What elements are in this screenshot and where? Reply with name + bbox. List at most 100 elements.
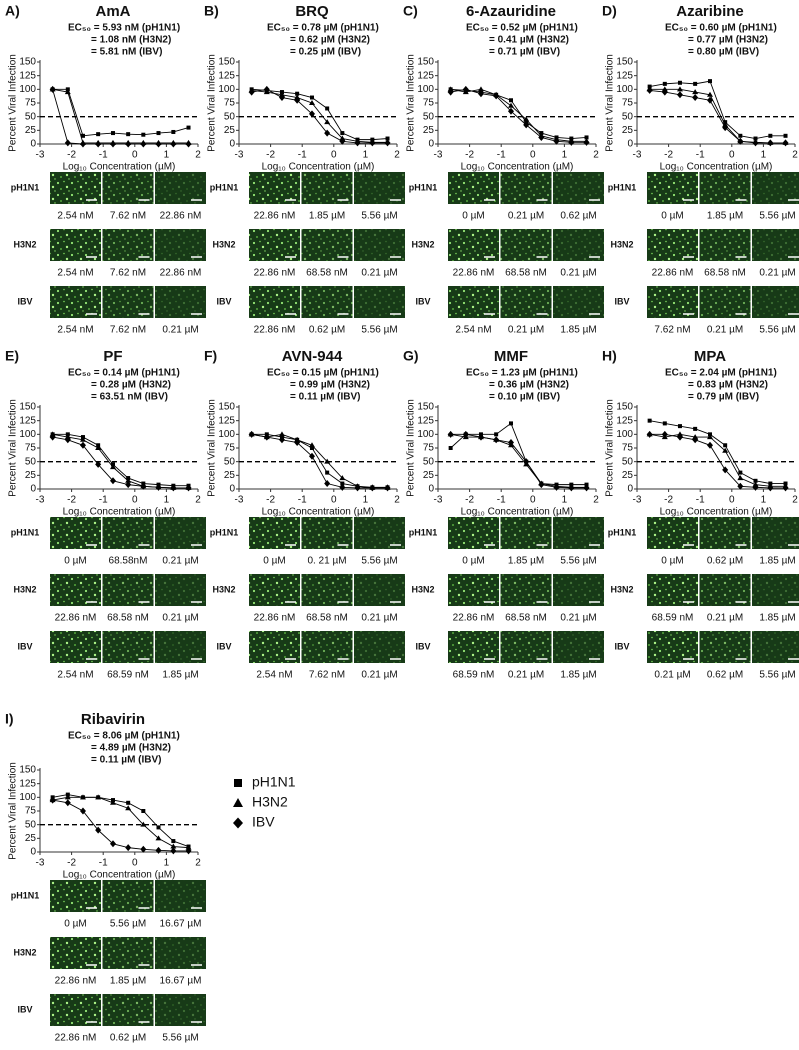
x-tick-label: 0 (729, 495, 735, 506)
micrograph-signal (155, 574, 206, 606)
image-caption: 5.56 µM (361, 556, 397, 567)
ec50-annotation: = 0.41 µM (H3N2) (489, 35, 569, 46)
image-caption: 1.85 µM (309, 211, 345, 222)
micrograph-signal (50, 286, 101, 318)
data-point (538, 481, 545, 489)
micrograph-signal (249, 517, 300, 549)
data-point (738, 470, 743, 475)
row-label: IBV (415, 296, 430, 306)
micrograph-signal (500, 172, 552, 204)
data-point (722, 124, 729, 132)
x-tick-label: 1 (164, 150, 170, 161)
micrograph-signal (50, 937, 101, 969)
y-tick-label: 50 (25, 819, 37, 830)
data-point (96, 132, 101, 137)
micrograph-signal (448, 574, 499, 606)
y-tick-label: 0 (428, 484, 434, 495)
image-caption: 1.85 µM (759, 613, 795, 624)
image-caption: 0.21 µM (560, 613, 596, 624)
data-point (185, 847, 192, 855)
ec50-annotation: = 0.71 µM (IBV) (489, 47, 560, 58)
y-tick-label: 25 (224, 470, 236, 481)
ec50-annotation: EC₅₀ = 0.78 µM (pH1N1) (267, 23, 379, 34)
micrograph-signal (102, 286, 154, 318)
y-axis-label: Percent Viral Infection (8, 762, 19, 860)
y-tick-label: 25 (423, 125, 435, 136)
y-tick-label: 100 (417, 429, 434, 440)
micrograph-signal (301, 631, 353, 663)
panel-title: AmA (95, 3, 130, 20)
data-point (325, 106, 330, 111)
micrograph-signal (699, 574, 751, 606)
micrograph-signal (553, 229, 604, 261)
data-point (155, 846, 162, 854)
y-axis-label: Percent Viral Infection (605, 54, 616, 152)
data-point (295, 91, 300, 96)
panel-label: E) (5, 348, 19, 364)
micrograph-signal (102, 880, 154, 912)
y-tick-label: 125 (19, 70, 36, 81)
ec50-annotation: = 1.08 nM (H3N2) (91, 35, 171, 46)
image-caption: 2.54 nM (57, 268, 93, 279)
data-point (447, 430, 454, 438)
x-tick-label: -3 (235, 495, 244, 506)
micrograph-signal (448, 172, 499, 204)
micrograph-signal (50, 631, 101, 663)
data-point (507, 439, 514, 447)
micrograph-signal (50, 517, 101, 549)
data-point (79, 441, 86, 449)
data-point (294, 96, 301, 104)
micrograph-signal (301, 286, 353, 318)
y-tick-label: 150 (218, 57, 235, 68)
micrograph-signal (699, 172, 751, 204)
image-caption: 5.56 µM (361, 211, 397, 222)
data-point (507, 107, 514, 115)
data-point (155, 483, 162, 491)
image-caption: 68.59 nM (453, 670, 495, 681)
image-caption: 0.21 µM (654, 670, 690, 681)
x-tick-label: -3 (633, 495, 642, 506)
image-caption: 22.86 nM (55, 613, 97, 624)
data-point (706, 91, 713, 97)
image-caption: 22.86 nM (55, 976, 97, 987)
data-point (494, 432, 499, 437)
data-point (753, 478, 758, 483)
y-tick-label: 25 (622, 125, 634, 136)
data-point (583, 138, 590, 146)
data-point (64, 89, 71, 95)
micrograph-signal (155, 229, 206, 261)
ec50-annotation: EC₅₀ = 8.06 µM (pH1N1) (68, 731, 180, 742)
data-point (95, 140, 102, 148)
x-axis-label: Log₁₀ Concentration (µM) (262, 162, 375, 173)
data-point (155, 835, 162, 841)
x-tick-label: 2 (195, 150, 201, 161)
image-caption: 22.86 nM (254, 613, 296, 624)
y-tick-label: 75 (25, 806, 37, 817)
micrograph-signal (500, 229, 552, 261)
data-point (384, 484, 391, 492)
y-tick-label: 125 (19, 415, 36, 426)
x-tick-label: -2 (67, 150, 76, 161)
image-caption: 0 µM (64, 556, 86, 567)
data-point (171, 129, 176, 134)
ec50-annotation: = 63.51 nM (IBV) (91, 392, 168, 403)
y-tick-label: 25 (622, 470, 634, 481)
micrograph-signal (354, 517, 405, 549)
series-line (251, 88, 388, 141)
y-tick-label: 50 (622, 111, 634, 122)
image-caption: 0.62 µM (560, 211, 596, 222)
y-axis-label: Percent Viral Infection (605, 399, 616, 497)
row-label: H3N2 (610, 584, 633, 594)
image-caption: 0.21 µM (162, 325, 198, 336)
y-tick-label: 0 (229, 139, 235, 150)
x-tick-label: -2 (266, 150, 275, 161)
data-point (477, 86, 484, 92)
image-caption: 7.62 nM (309, 670, 345, 681)
image-caption: 2.54 nM (57, 670, 93, 681)
data-point (722, 447, 729, 453)
data-point (706, 434, 713, 440)
ec50-annotation: EC₅₀ = 5.93 nM (pH1N1) (68, 23, 180, 34)
micrograph-signal (155, 517, 206, 549)
row-label: H3N2 (212, 584, 235, 594)
micrograph-signal (699, 286, 751, 318)
